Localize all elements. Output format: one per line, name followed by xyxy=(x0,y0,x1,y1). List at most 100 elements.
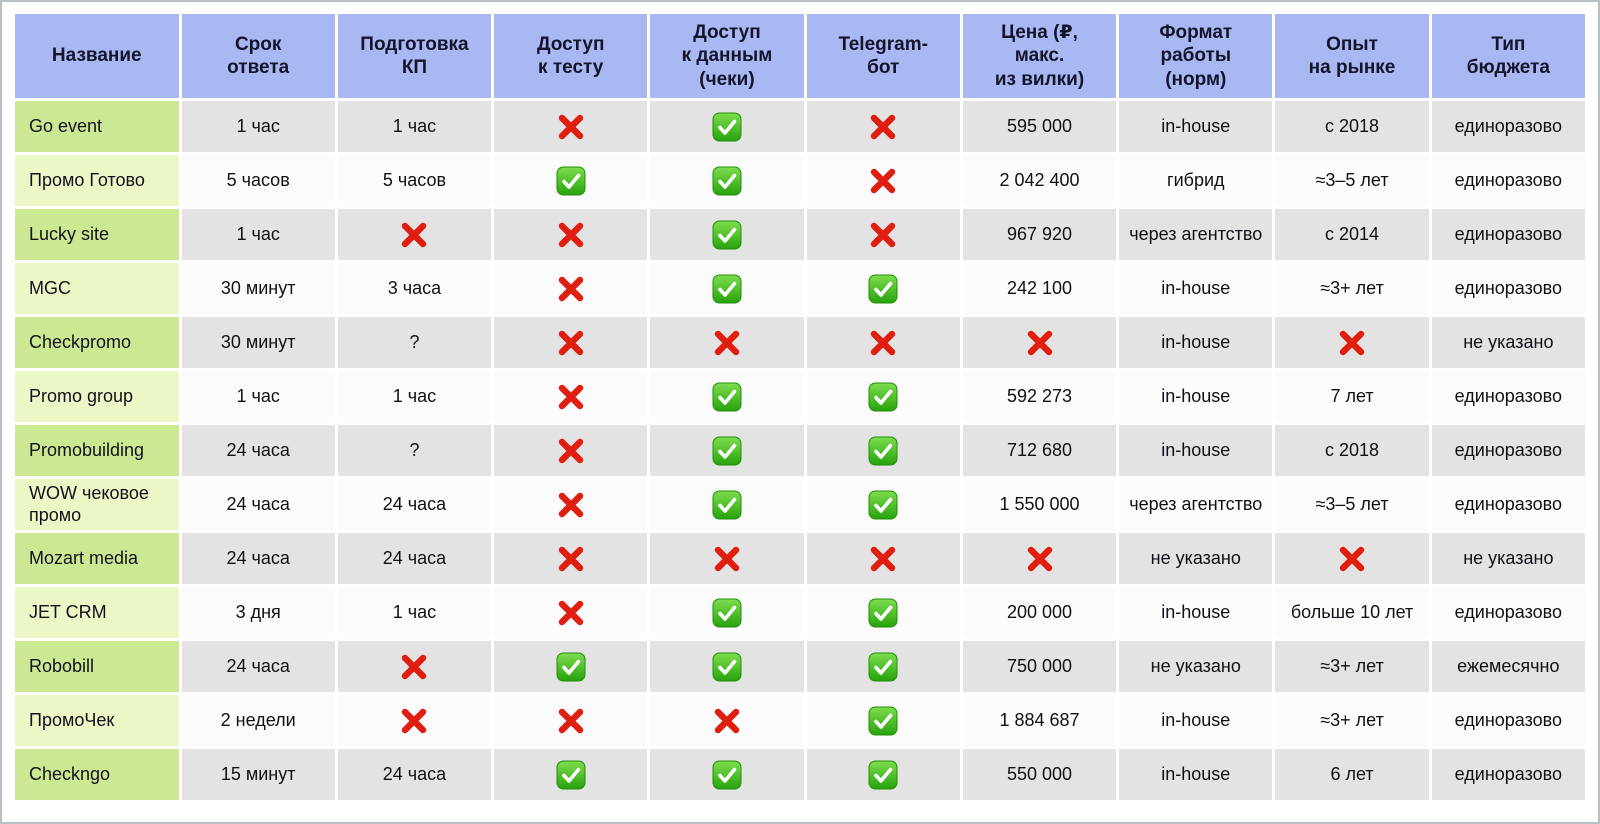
table-cell: 6 лет xyxy=(1275,749,1429,801)
check-icon xyxy=(556,166,586,196)
table-row: Promobuilding 24 часа? 712 680 in-house с 20… xyxy=(15,425,1585,476)
table-cell xyxy=(650,371,804,422)
table-cell xyxy=(806,479,960,531)
comparison-table: Название Срок ответа Подготовка КП Доступ к… xyxy=(12,11,1588,804)
vendor-name: Mozart media xyxy=(15,533,179,585)
table-cell xyxy=(650,263,804,314)
table-cell xyxy=(337,695,492,747)
table-row: Mozart media 24 часа 24 часа не указано не у… xyxy=(15,533,1585,585)
table-cell: ? xyxy=(337,425,492,476)
table-cell xyxy=(494,371,648,422)
vendor-name: Lucky site xyxy=(15,209,179,260)
check-icon xyxy=(712,652,742,682)
vendor-name: MGC xyxy=(15,263,179,314)
table-cell xyxy=(494,209,648,260)
vendor-name: JET CRM xyxy=(15,587,179,639)
table-cell xyxy=(1275,533,1429,585)
table-cell: ? xyxy=(337,317,492,368)
table-cell: не указано xyxy=(1431,533,1585,585)
cross-icon xyxy=(556,328,586,358)
cross-icon xyxy=(1337,328,1367,358)
vendor-name: Go event xyxy=(15,101,179,152)
table-cell: единоразово xyxy=(1431,263,1585,314)
table-cell xyxy=(650,479,804,531)
table-cell: 750 000 xyxy=(962,641,1117,693)
table-cell: через агентство xyxy=(1119,479,1273,531)
table-row: WOW чековое промо 24 часа 24 часа 1 550 000… xyxy=(15,479,1585,531)
table-cell xyxy=(806,209,960,260)
table-cell: 1 550 000 xyxy=(962,479,1117,531)
cross-icon xyxy=(556,544,586,574)
table-cell: 2 042 400 xyxy=(962,155,1117,206)
check-icon xyxy=(712,490,742,520)
table-cell: 24 часа xyxy=(337,749,492,801)
header-row: Название Срок ответа Подготовка КП Доступ к… xyxy=(15,14,1585,98)
table-cell xyxy=(806,587,960,639)
table-cell xyxy=(494,425,648,476)
table-cell xyxy=(494,479,648,531)
vendor-name: WOW чековое промо xyxy=(15,479,179,531)
table-row: JET CRM 3 дня 1 час 200 000 in-house больше 1… xyxy=(15,587,1585,639)
column-header-8: Опыт на рынке xyxy=(1275,14,1429,98)
table-cell: 592 273 xyxy=(962,371,1117,422)
table-cell xyxy=(494,749,648,801)
check-icon xyxy=(712,166,742,196)
vendor-name: Checkpromo xyxy=(15,317,179,368)
check-icon xyxy=(868,706,898,736)
check-icon xyxy=(868,274,898,304)
vendor-name: Promobuilding xyxy=(15,425,179,476)
table-cell xyxy=(650,533,804,585)
table-cell xyxy=(650,101,804,152)
table-cell xyxy=(650,695,804,747)
table-cell: 550 000 xyxy=(962,749,1117,801)
table-cell: in-house xyxy=(1119,101,1273,152)
table-cell: не указано xyxy=(1431,317,1585,368)
table-cell xyxy=(494,533,648,585)
table-cell: 242 100 xyxy=(962,263,1117,314)
cross-icon xyxy=(556,706,586,736)
vendor-name: Robobill xyxy=(15,641,179,693)
table-cell xyxy=(806,533,960,585)
column-header-7: Формат работы (норм) xyxy=(1119,14,1273,98)
table-cell: 24 часа xyxy=(181,641,335,693)
table-cell: 1 час xyxy=(337,101,492,152)
cross-icon xyxy=(1025,328,1055,358)
check-icon xyxy=(712,436,742,466)
check-icon xyxy=(868,652,898,682)
column-header-9: Тип бюджета xyxy=(1431,14,1585,98)
table-row: Promo group 1 час 1 час 592 273 in-house 7 ле… xyxy=(15,371,1585,422)
table-cell xyxy=(650,425,804,476)
column-header-1: Срок ответа xyxy=(181,14,335,98)
table-cell: in-house xyxy=(1119,749,1273,801)
check-icon xyxy=(868,382,898,412)
column-header-6: Цена (₽, макс. из вилки) xyxy=(962,14,1117,98)
table-row: Lucky site 1 час 967 920 через агентство с 2… xyxy=(15,209,1585,260)
table-row: ПромоЧек 2 недели 1 884 687 in-house ≈3+ лет… xyxy=(15,695,1585,747)
table-cell xyxy=(806,425,960,476)
cross-icon xyxy=(556,436,586,466)
vendor-name: Promo group xyxy=(15,371,179,422)
check-icon xyxy=(712,760,742,790)
table-cell: единоразово xyxy=(1431,209,1585,260)
table-cell xyxy=(337,641,492,693)
cross-icon xyxy=(556,490,586,520)
table-cell: in-house xyxy=(1119,371,1273,422)
table-cell: 5 часов xyxy=(181,155,335,206)
table-cell: 967 920 xyxy=(962,209,1117,260)
table-cell xyxy=(650,155,804,206)
table-cell: с 2018 xyxy=(1275,101,1429,152)
cross-icon xyxy=(712,706,742,736)
table-cell: 30 минут xyxy=(181,317,335,368)
check-icon xyxy=(868,490,898,520)
cross-icon xyxy=(556,274,586,304)
table-cell: 30 минут xyxy=(181,263,335,314)
cross-icon xyxy=(556,112,586,142)
table-cell: in-house xyxy=(1119,587,1273,639)
table-cell xyxy=(494,587,648,639)
table-cell xyxy=(494,695,648,747)
table-row: Промо Готово 5 часов 5 часов 2 042 400 гибри… xyxy=(15,155,1585,206)
table-cell: 712 680 xyxy=(962,425,1117,476)
check-icon xyxy=(712,382,742,412)
check-icon xyxy=(868,436,898,466)
table-cell xyxy=(650,587,804,639)
